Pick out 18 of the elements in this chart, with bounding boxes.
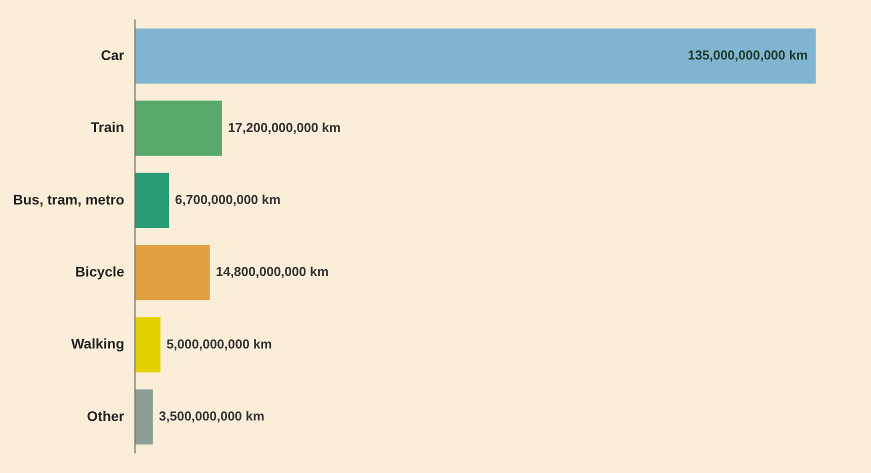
bar xyxy=(135,100,222,156)
data-label: 17,200,000,000 km xyxy=(228,120,341,135)
y-tick-label: Car xyxy=(100,46,125,63)
bar xyxy=(135,172,170,228)
y-tick-label: Other xyxy=(86,408,125,424)
bar xyxy=(135,317,160,372)
y-tick-label: Train xyxy=(90,119,124,136)
data-label: 5,000,000,000 km xyxy=(166,336,272,352)
bar xyxy=(135,389,153,445)
y-tick-label: Walking xyxy=(71,336,124,352)
bar xyxy=(135,28,816,84)
bar xyxy=(135,244,210,300)
data-label: 3,500,000,000 km xyxy=(158,408,264,424)
y-tick-label: Bus, tram, metro xyxy=(13,191,124,208)
data-label: 14,800,000,000 km xyxy=(216,264,329,280)
y-tick-label: Bicycle xyxy=(75,263,124,280)
data-label: 135,000,000,000 km xyxy=(688,48,808,63)
data-label: 6,700,000,000 km xyxy=(175,192,281,207)
